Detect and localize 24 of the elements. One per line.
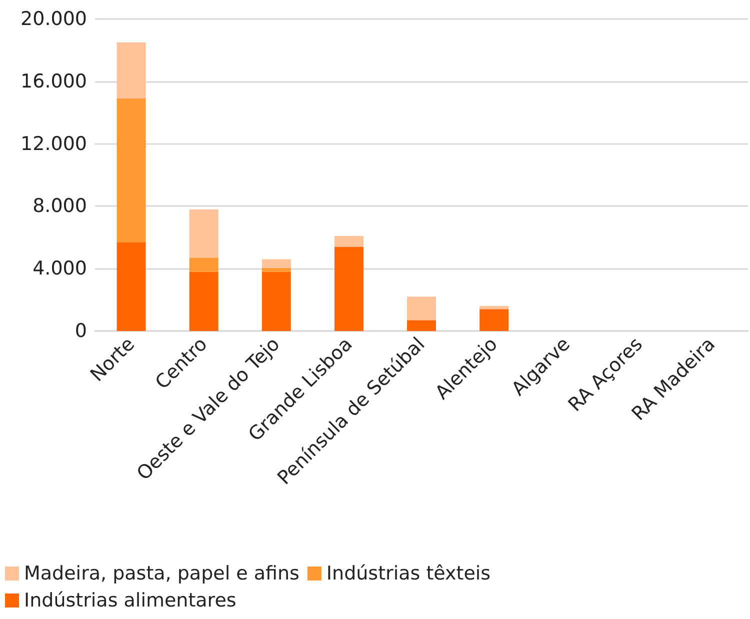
y-tick-label: 4.000 [32, 258, 87, 280]
bar [189, 209, 218, 258]
y-tick-label: 8.000 [32, 195, 87, 218]
y-tick-label: 0 [74, 320, 87, 342]
bar [407, 296, 436, 320]
bar [480, 309, 509, 331]
y-tick-label: 20.000 [20, 8, 87, 30]
legend-label: Madeira, pasta, papel e afins [24, 562, 300, 584]
bar [116, 242, 146, 331]
bar [116, 42, 146, 99]
bar [407, 320, 436, 331]
bar [262, 259, 291, 268]
bar [262, 272, 291, 331]
bar [334, 246, 364, 331]
y-tick-label: 16.000 [20, 70, 87, 92]
bar [189, 258, 218, 272]
bar [262, 268, 291, 272]
bar [480, 306, 509, 310]
legend-label: Indústrias têxteis [326, 562, 491, 584]
y-tick-label: 12.000 [20, 132, 87, 155]
legend-label: Indústrias alimentares [24, 590, 236, 612]
bar [334, 236, 364, 247]
bar [189, 272, 218, 331]
bar [116, 98, 146, 242]
